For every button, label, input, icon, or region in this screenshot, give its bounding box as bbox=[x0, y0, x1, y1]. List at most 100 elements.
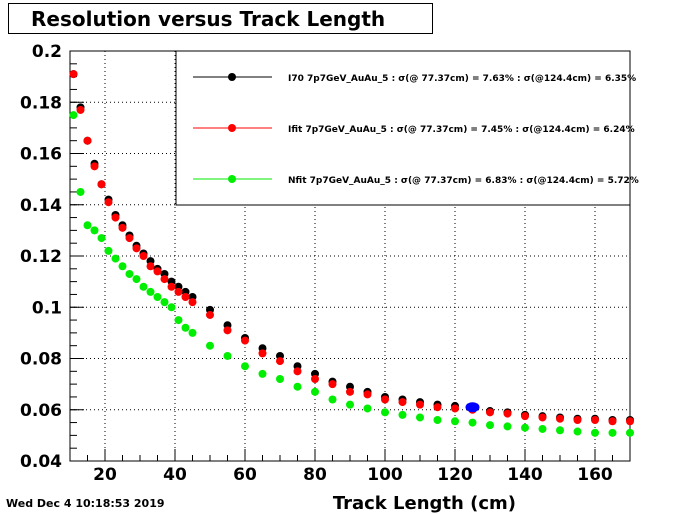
y-tick-label: 0.1 bbox=[32, 298, 62, 318]
legend-label: Ifit 7p7GeV_AuAu_5 : σ(@ 77.37cm) = 7.45… bbox=[288, 125, 635, 135]
data-point bbox=[311, 387, 319, 396]
legend-marker bbox=[228, 124, 236, 132]
timestamp: Wed Dec 4 10:18:53 2019 bbox=[6, 497, 165, 510]
data-point bbox=[90, 226, 99, 235]
x-tick-label: 40 bbox=[163, 465, 187, 485]
data-point bbox=[521, 412, 529, 421]
data-point bbox=[174, 316, 183, 325]
x-tick-label: 80 bbox=[303, 465, 327, 485]
data-point bbox=[346, 387, 354, 396]
data-point bbox=[556, 426, 564, 435]
data-point bbox=[573, 416, 582, 424]
data-point bbox=[626, 417, 634, 426]
data-point bbox=[153, 267, 162, 276]
data-point bbox=[76, 105, 85, 114]
data-point bbox=[521, 423, 529, 432]
data-point bbox=[132, 275, 141, 284]
data-point bbox=[398, 398, 407, 407]
chart-title: Resolution versus Track Length bbox=[31, 7, 386, 31]
data-point bbox=[118, 223, 127, 232]
data-point bbox=[276, 375, 284, 383]
data-point bbox=[223, 326, 232, 335]
data-point bbox=[160, 298, 169, 307]
data-point bbox=[293, 382, 302, 391]
data-point bbox=[363, 390, 372, 399]
x-tick-label: 20 bbox=[93, 465, 117, 485]
x-tick-label: 160 bbox=[577, 465, 613, 485]
data-point bbox=[111, 254, 120, 263]
data-point bbox=[381, 408, 389, 417]
data-point bbox=[69, 111, 78, 120]
y-tick-label: 0.18 bbox=[20, 93, 62, 113]
data-point bbox=[188, 328, 197, 337]
data-point bbox=[223, 351, 232, 360]
data-point bbox=[206, 310, 214, 319]
x-tick-label: 140 bbox=[507, 465, 543, 485]
data-point bbox=[104, 246, 113, 255]
data-point bbox=[241, 336, 249, 345]
data-point bbox=[153, 293, 162, 301]
data-point bbox=[139, 252, 148, 260]
data-point bbox=[451, 404, 459, 413]
data-point bbox=[573, 427, 582, 436]
data-point bbox=[90, 162, 99, 171]
y-tick-label: 0.04 bbox=[20, 452, 62, 472]
data-point bbox=[276, 357, 284, 366]
data-point bbox=[503, 422, 512, 431]
data-point bbox=[346, 400, 354, 409]
data-point bbox=[97, 234, 106, 243]
data-point bbox=[433, 416, 442, 424]
y-tick-label: 0.12 bbox=[20, 247, 62, 267]
data-point bbox=[125, 234, 134, 243]
data-point bbox=[416, 400, 424, 409]
data-point bbox=[608, 417, 617, 426]
data-point bbox=[160, 275, 169, 284]
data-point bbox=[118, 262, 127, 271]
data-point bbox=[398, 410, 407, 419]
x-tick-label: 60 bbox=[233, 465, 257, 485]
data-point bbox=[468, 418, 477, 427]
highlight-point bbox=[465, 402, 480, 413]
x-axis-label: Track Length (cm) bbox=[333, 493, 516, 514]
data-point bbox=[486, 408, 494, 417]
data-point bbox=[174, 287, 183, 296]
data-point bbox=[76, 187, 85, 196]
data-point bbox=[503, 409, 512, 418]
data-point bbox=[97, 180, 106, 189]
legend-marker bbox=[228, 73, 236, 81]
legend-label: Nfit 7p7GeV_AuAu_5 : σ(@ 77.37cm) = 6.83… bbox=[288, 176, 639, 186]
data-point bbox=[69, 70, 78, 79]
y-tick-label: 0.14 bbox=[20, 196, 62, 216]
data-point bbox=[83, 221, 92, 230]
data-point bbox=[293, 367, 302, 376]
data-point bbox=[258, 349, 267, 358]
data-point bbox=[132, 244, 141, 253]
chart-title-box: Resolution versus Track Length bbox=[8, 3, 433, 34]
legend-marker bbox=[228, 175, 236, 183]
data-point bbox=[146, 287, 155, 296]
data-point bbox=[311, 375, 319, 383]
data-point bbox=[556, 414, 564, 423]
data-point bbox=[139, 282, 148, 291]
data-point bbox=[83, 136, 92, 145]
x-tick-label: 100 bbox=[367, 465, 403, 485]
data-point bbox=[608, 428, 617, 437]
data-point bbox=[181, 293, 190, 301]
data-point bbox=[486, 421, 494, 430]
data-point bbox=[181, 323, 190, 332]
data-point bbox=[591, 416, 599, 424]
data-point bbox=[111, 213, 120, 222]
data-point bbox=[104, 198, 113, 207]
y-tick-label: 0.2 bbox=[32, 42, 62, 62]
y-tick-label: 0.06 bbox=[20, 401, 62, 421]
y-tick-label: 0.08 bbox=[20, 350, 62, 370]
data-point bbox=[363, 404, 372, 413]
data-point bbox=[328, 380, 337, 389]
data-point bbox=[167, 303, 176, 312]
y-tick-label: 0.16 bbox=[20, 145, 62, 165]
data-point bbox=[381, 395, 389, 404]
data-point bbox=[328, 395, 337, 404]
data-point bbox=[433, 403, 442, 412]
data-point bbox=[258, 369, 267, 378]
